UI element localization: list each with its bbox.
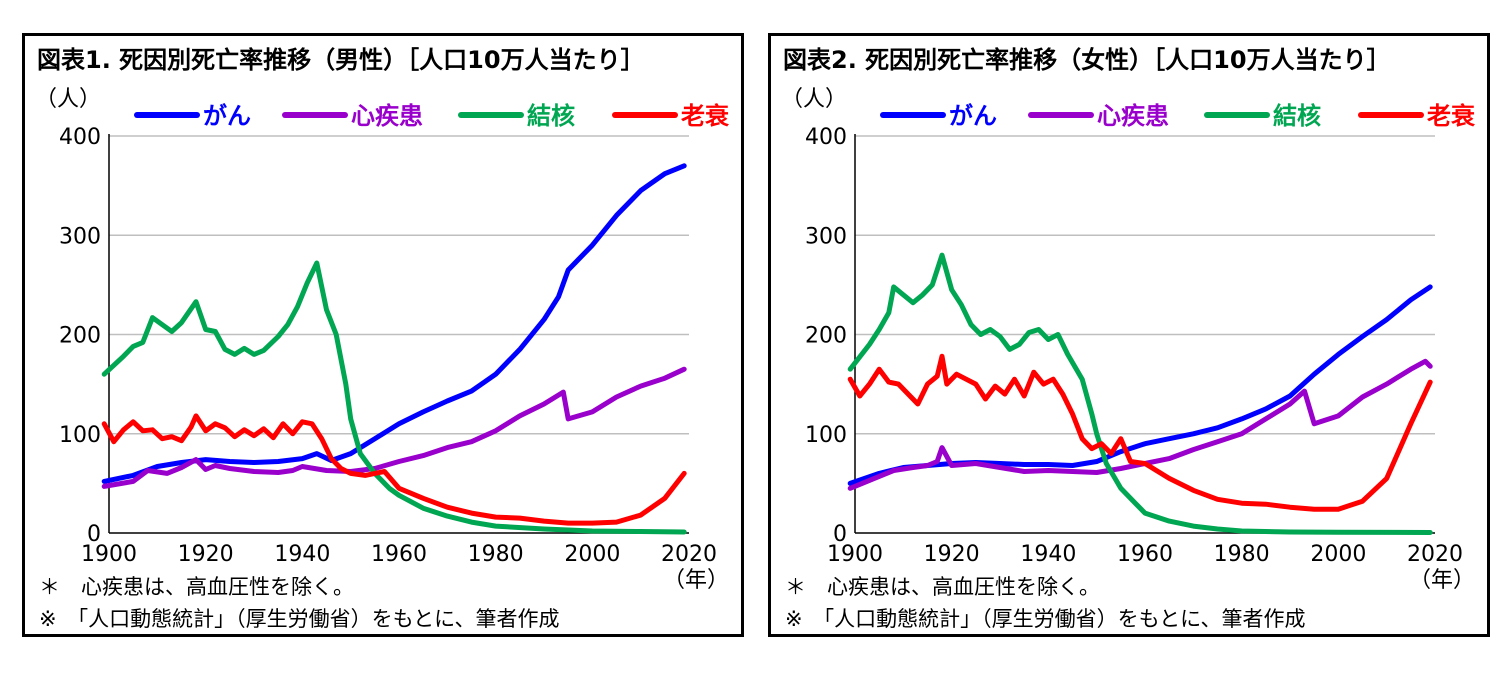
x-axis-unit: （年） [663,568,729,593]
y-tick-label: 200 [805,324,847,349]
y-tick-label: 100 [59,423,101,448]
chart-panel-women: 図表2. 死因別死亡率推移（女性）［人口10万人当たり］ （人） がん 心疾患 結核 老衰… [768,33,1490,637]
x-tick-label: 1900 [81,542,137,567]
chart-title: 図表1. 死因別死亡率推移（男性）［人口10万人当たり］ [37,46,645,74]
y-axis-unit: （人） [35,87,101,112]
x-tick-label: 1920 [924,542,980,567]
x-tick-label: 1960 [1117,542,1173,567]
series-line-2 [847,358,1433,491]
series-line-4 [847,353,1433,512]
legend: がん 心疾患 結核 老衰 [880,102,1476,130]
gridlines [109,135,689,435]
chart-panel-men: 図表1. 死因別死亡率推移（男性）［人口10万人当たり］ （人） がん 心疾患 結核 老衰… [22,33,744,637]
x-axis-unit: （年） [1409,568,1475,593]
y-tick-label: 0 [833,522,847,547]
line-chart-men: 図表1. 死因別死亡率推移（男性）［人口10万人当たり］ （人） がん 心疾患 結核 老衰… [35,46,730,631]
legend-label-2: 心疾患 [1097,102,1169,130]
legend-label-3: 結核 [1273,102,1321,130]
x-tick-label: 1980 [1214,542,1270,567]
x-tick-label: 1960 [371,542,427,567]
footnote-2: ※ 「人口動態統計」（厚生労働省）をもとに、筆者作成 [39,607,560,631]
x-tick-label: 2000 [564,542,620,567]
series-line-1 [101,163,687,484]
x-tick-label: 1940 [274,542,330,567]
legend-label-1: がん [203,102,251,130]
x-tick-label: 1920 [178,542,234,567]
y-tick-label: 400 [59,125,101,150]
legend-label-1: がん [949,102,997,130]
x-tick-label: 2020 [1407,542,1463,567]
line-chart-women: 図表2. 死因別死亡率推移（女性）［人口10万人当たり］ （人） がん 心疾患 結核 老衰… [781,46,1476,631]
legend-label-4: 老衰 [1427,102,1476,130]
x-tick-label: 1900 [827,542,883,567]
gridlines [855,135,1435,435]
chart-title: 図表2. 死因別死亡率推移（女性）［人口10万人当たり］ [783,46,1391,74]
series-line-2 [101,366,687,489]
legend-label-4: 老衰 [681,102,730,130]
footnote-1: ＊ 心疾患は、高血圧性を除く。 [39,575,354,599]
x-tick-label: 2000 [1310,542,1366,567]
x-tick-label: 2020 [661,542,717,567]
footnote-2: ※ 「人口動態統計」（厚生労働省）をもとに、筆者作成 [785,607,1306,631]
legend-label-2: 心疾患 [351,102,423,130]
y-tick-label: 400 [805,125,847,150]
y-axis-unit: （人） [781,87,847,112]
footnote-1: ＊ 心疾患は、高血圧性を除く。 [785,575,1100,599]
y-tick-label: 0 [87,522,101,547]
series-line-3 [847,252,1433,535]
y-tick-label: 300 [59,224,101,249]
legend: がん 心疾患 結核 老衰 [134,102,730,130]
y-tick-label: 300 [805,224,847,249]
legend-label-3: 結核 [527,102,575,130]
y-tick-label: 100 [805,423,847,448]
series-line-4 [101,413,687,526]
series-line-3 [101,260,687,535]
x-tick-label: 1940 [1020,542,1076,567]
y-tick-label: 200 [59,324,101,349]
x-tick-label: 1980 [468,542,524,567]
